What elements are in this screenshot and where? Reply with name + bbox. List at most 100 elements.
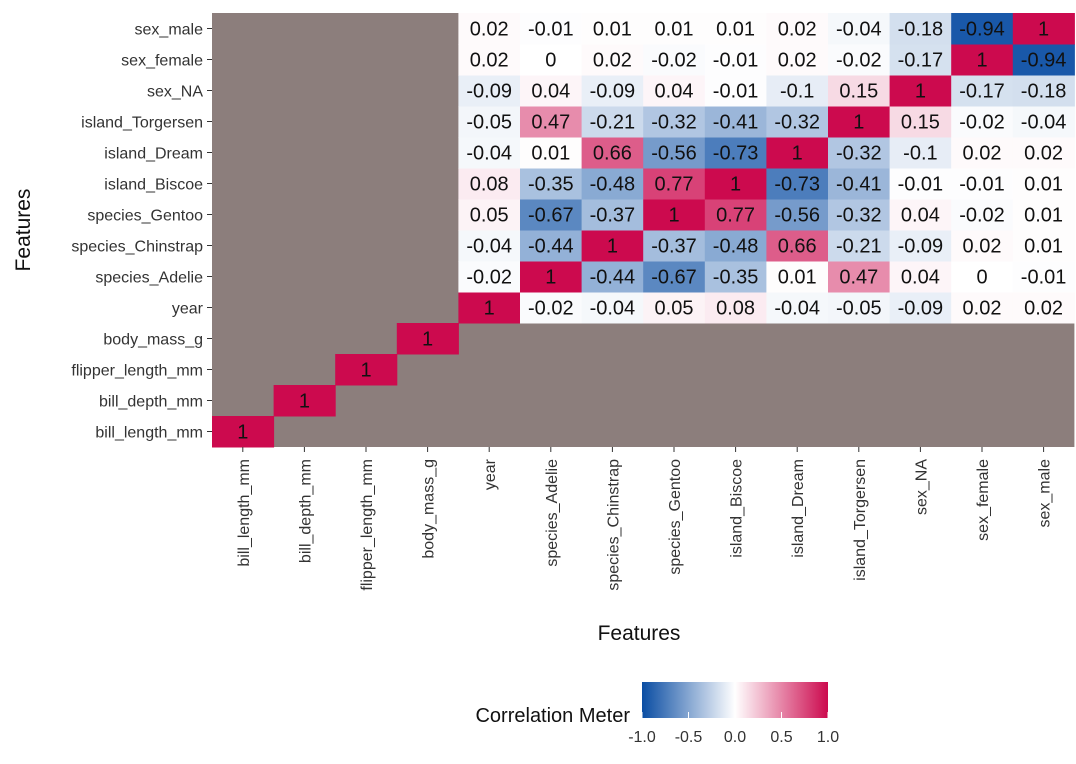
heatmap-cell-label: 0.05	[470, 205, 509, 227]
heatmap-cell-label: 0.02	[1024, 143, 1063, 165]
x-tick-label: island_Torgersen	[852, 459, 869, 581]
heatmap-cell-label: -0.44	[528, 236, 574, 258]
heatmap-cell	[889, 75, 952, 107]
heatmap-cell-label: -0.35	[528, 174, 574, 196]
heatmap-cell	[766, 261, 829, 293]
heatmap-cell-label: -0.48	[713, 236, 759, 258]
heatmap-cell-label: -0.01	[959, 174, 1005, 196]
y-tick-label: island_Dream	[104, 146, 203, 163]
heatmap-cell	[520, 292, 583, 324]
heatmap-cell	[520, 261, 583, 293]
heatmap-cell-label: 0.01	[1024, 236, 1063, 258]
y-tick-label: sex_female	[121, 53, 203, 70]
heatmap-cell	[828, 13, 891, 45]
heatmap-cell-label: -0.32	[651, 112, 697, 134]
heatmap-cell	[520, 106, 583, 138]
heatmap-cell	[766, 137, 829, 169]
heatmap-cell-label: 1	[1038, 19, 1049, 41]
heatmap-cell-label: 0.04	[655, 81, 694, 103]
heatmap-cell	[212, 416, 275, 448]
heatmap-cell-label: 0.15	[839, 81, 878, 103]
heatmap-cell-label: 0.77	[655, 174, 694, 196]
legend-ticks: -1.0 -0.5 0.0 0.5 1.0	[628, 712, 839, 746]
heatmap-cell	[581, 292, 644, 324]
y-tick-label: sex_male	[135, 22, 204, 39]
heatmap-cell-label: 1	[730, 174, 741, 196]
heatmap-cell-label: -0.21	[836, 236, 882, 258]
heatmap-cell-label: 0.02	[1024, 298, 1063, 320]
x-tick-label: bill_depth_mm	[297, 459, 314, 563]
x-tick-label: body_mass_g	[421, 459, 438, 559]
heatmap-cell	[1012, 137, 1075, 169]
heatmap-cell-label: 1	[360, 360, 371, 382]
heatmap-cell	[581, 199, 644, 231]
heatmap-cell-label: 0.77	[716, 205, 755, 227]
legend-tick-label: -1.0	[628, 729, 656, 746]
heatmap-cell-label: -0.02	[836, 50, 882, 72]
y-tick-label: species_Gentoo	[87, 208, 203, 225]
heatmap-cell	[520, 13, 583, 45]
heatmap-cell	[458, 199, 521, 231]
heatmap-cell	[1012, 13, 1075, 45]
heatmap-cell	[458, 75, 521, 107]
heatmap-cell-label: 0.01	[778, 267, 817, 289]
y-tick-label: species_Adelie	[95, 270, 203, 287]
heatmap-cell-label: 0.66	[778, 236, 817, 258]
heatmap-cell	[458, 168, 521, 200]
heatmap-cell	[951, 292, 1014, 324]
heatmap-cell-label: 1	[668, 205, 679, 227]
heatmap-cell	[643, 261, 706, 293]
heatmap-cell-label: -0.04	[466, 236, 512, 258]
heatmap-cell-label: 0.08	[716, 298, 755, 320]
heatmap-cell	[643, 44, 706, 76]
heatmap-cell-label: -0.04	[836, 19, 882, 41]
legend-tick-label: 0.5	[770, 729, 792, 746]
heatmap-cell	[458, 106, 521, 138]
heatmap-cell-label: 1	[792, 143, 803, 165]
heatmap-cell-label: -0.32	[836, 205, 882, 227]
heatmap-cell-label: -0.04	[774, 298, 820, 320]
legend: Correlation Meter -1.0 -0.5 0.0 0.5 1.0	[475, 682, 839, 746]
heatmap-cell	[520, 199, 583, 231]
heatmap-cell	[520, 230, 583, 262]
heatmap-cell-label: -0.18	[1021, 81, 1067, 103]
heatmap-cell-label: 0.15	[901, 112, 940, 134]
y-tick-label: body_mass_g	[103, 332, 203, 349]
heatmap-cell-label: -0.41	[713, 112, 759, 134]
heatmap-cell	[335, 354, 398, 386]
heatmap-cell-label: 0.02	[778, 50, 817, 72]
heatmap-cell	[1012, 75, 1075, 107]
heatmap-cell-label: 0.47	[839, 267, 878, 289]
heatmap-cell	[458, 230, 521, 262]
heatmap-cell	[704, 261, 767, 293]
heatmap-cell-label: -0.02	[528, 298, 574, 320]
heatmap-cell-label: -0.18	[898, 19, 944, 41]
heatmap-cell	[643, 13, 706, 45]
heatmap-cell-label: -0.02	[959, 112, 1005, 134]
y-tick-label: species_Chinstrap	[71, 239, 203, 256]
heatmap-cell-label: -0.02	[466, 267, 512, 289]
heatmap-cell	[1012, 230, 1075, 262]
heatmap-cell	[889, 137, 952, 169]
heatmap-cell-label: -0.94	[1021, 50, 1067, 72]
heatmap-cell-label: -0.67	[651, 267, 697, 289]
heatmap-cell-label: 1	[915, 81, 926, 103]
heatmap-cell-label: 0.02	[963, 143, 1002, 165]
heatmap-cell-label: 1	[422, 329, 433, 351]
heatmap-cell	[520, 75, 583, 107]
heatmap-cell	[581, 137, 644, 169]
heatmap-cell	[828, 75, 891, 107]
heatmap-cell-label: 0.01	[1024, 174, 1063, 196]
heatmap-cell-label: 0.04	[901, 267, 940, 289]
x-tick-label: flipper_length_mm	[359, 459, 376, 591]
heatmap-cell-label: 0.02	[593, 50, 632, 72]
y-axis: bill_length_mm bill_depth_mm flipper_lengt…	[71, 22, 212, 442]
heatmap-cell	[766, 230, 829, 262]
x-tick-label: island_Dream	[790, 459, 807, 558]
heatmap-cell-label: 0.02	[778, 19, 817, 41]
y-tick-label: flipper_length_mm	[71, 363, 203, 380]
x-tick-label: island_Biscoe	[729, 459, 746, 558]
x-tick-label: sex_female	[975, 459, 992, 541]
heatmap-cell	[581, 106, 644, 138]
